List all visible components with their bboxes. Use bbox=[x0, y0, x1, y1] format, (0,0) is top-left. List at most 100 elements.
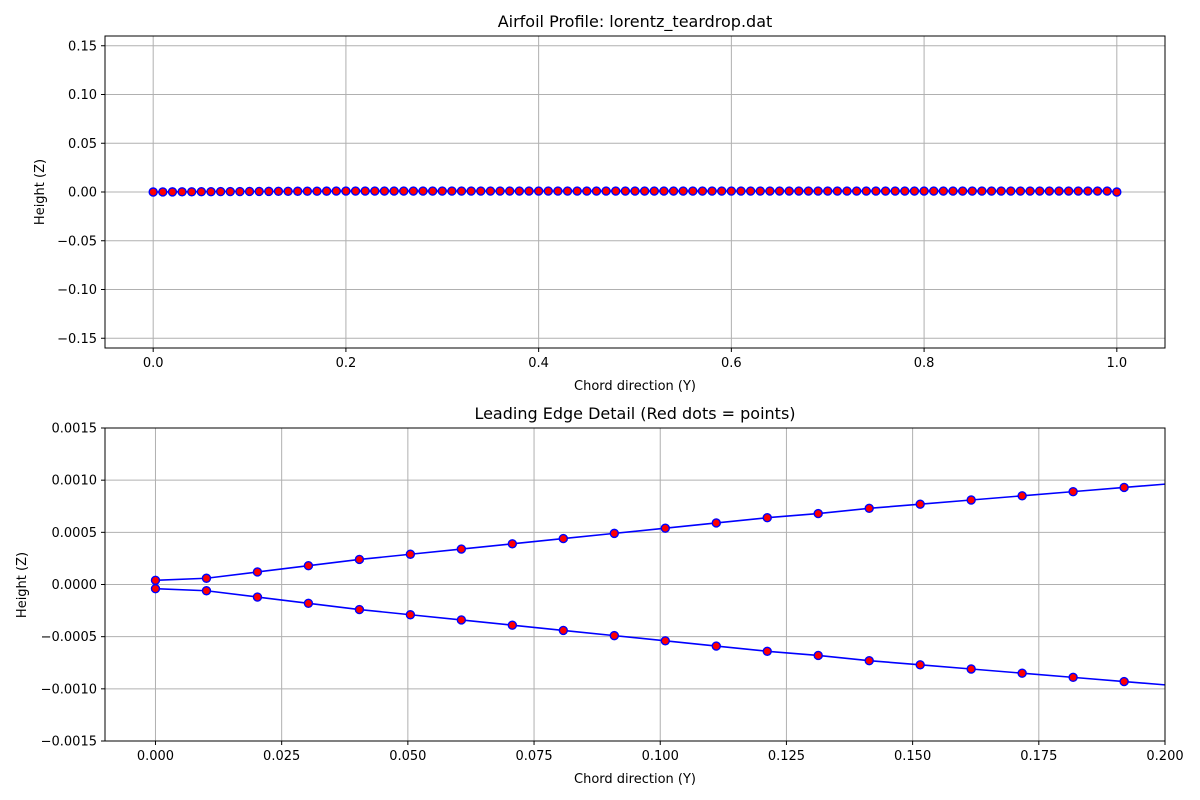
profile-data-point bbox=[254, 186, 264, 197]
profile-data-point bbox=[909, 186, 920, 196]
leading-edge-data-point bbox=[405, 549, 416, 559]
profile-data-point bbox=[890, 186, 900, 196]
profile-ticks: 0.0 0.2 0.4 0.6 0.8 1.0 −0.15 −0.10 −0.05 0.00 0.0… bbox=[57, 39, 1127, 371]
leading-edge-data-point bbox=[660, 523, 670, 533]
profile-y-tick-label: −0.10 bbox=[57, 283, 97, 298]
leading-edge-y-tick-label: 0.0000 bbox=[52, 578, 98, 593]
profile-y-tick-label: 0.10 bbox=[68, 88, 97, 103]
profile-data-point bbox=[215, 186, 226, 197]
leading-edge-x-tick-label: 0.100 bbox=[642, 749, 679, 764]
leading-edge-data-point bbox=[1017, 668, 1027, 678]
leading-edge-data-point bbox=[456, 544, 467, 554]
profile-x-tick-label: 0.6 bbox=[721, 356, 742, 371]
profile-data-point bbox=[649, 186, 659, 196]
profile-x-tick-label: 1.0 bbox=[1106, 356, 1127, 371]
leading-edge-data-point bbox=[762, 646, 772, 656]
profile-data-point bbox=[553, 186, 563, 196]
leading-edge-data-point bbox=[915, 660, 925, 670]
leading-edge-data-point bbox=[1017, 491, 1027, 501]
leading-edge-x-tick-label: 0.125 bbox=[768, 749, 805, 764]
profile-x-tick-label: 0.4 bbox=[528, 356, 549, 371]
profile-data-point bbox=[986, 186, 997, 196]
profile-data-point bbox=[707, 186, 717, 196]
leading-edge-y-tick-label: 0.0015 bbox=[52, 422, 98, 437]
profile-x-axis-label: Chord direction (Y) bbox=[574, 379, 696, 394]
profile-data-point bbox=[823, 186, 833, 196]
profile-data-point bbox=[591, 186, 602, 196]
profile-data-point bbox=[1025, 186, 1035, 196]
leading-edge-data-point bbox=[150, 583, 161, 594]
profile-data-point bbox=[533, 186, 544, 196]
profile-data-point bbox=[225, 186, 235, 197]
profile-data-point bbox=[1083, 186, 1093, 196]
leading-edge-data-point bbox=[864, 503, 874, 514]
profile-data-point bbox=[1006, 186, 1016, 196]
leading-edge-data-point bbox=[711, 518, 721, 528]
profile-data-point bbox=[399, 186, 409, 196]
profile-data-point bbox=[264, 186, 274, 197]
profile-data-point bbox=[331, 186, 341, 196]
profile-data-point bbox=[321, 186, 332, 196]
profile-data-point bbox=[630, 186, 640, 196]
profile-data-point bbox=[187, 187, 197, 197]
profile-data-point bbox=[668, 186, 679, 196]
profile-data-point bbox=[485, 186, 496, 196]
leading-edge-data-point bbox=[507, 620, 518, 630]
leading-edge-y-tick-label: −0.0005 bbox=[41, 630, 97, 645]
profile-data-point bbox=[273, 186, 284, 197]
profile-data-point bbox=[1054, 186, 1064, 196]
profile-data-point bbox=[678, 186, 688, 196]
leading-edge-data-point bbox=[711, 641, 721, 651]
leading-edge-data-point bbox=[966, 664, 976, 674]
profile-data-point bbox=[1015, 186, 1026, 196]
profile-data-point bbox=[177, 187, 187, 197]
profile-data-point bbox=[167, 187, 178, 197]
leading-edge-data-point bbox=[558, 625, 569, 636]
profile-data-point bbox=[745, 186, 756, 196]
profile-data-point bbox=[370, 186, 380, 196]
profile-data-point bbox=[196, 187, 207, 197]
profile-data-point bbox=[379, 186, 390, 196]
profile-data-point bbox=[697, 186, 708, 196]
profile-data-point bbox=[360, 186, 370, 196]
leading-edge-x-tick-label: 0.175 bbox=[1020, 749, 1057, 764]
leading-edge-data-point bbox=[1068, 486, 1078, 497]
leading-edge-data-point bbox=[201, 573, 212, 583]
leading-edge-chart-title: Leading Edge Detail (Red dots = points) bbox=[474, 404, 795, 423]
leading-edge-data-point bbox=[1171, 682, 1179, 690]
profile-data-point bbox=[437, 186, 447, 196]
profile-data-point bbox=[803, 186, 814, 196]
leading-edge-y-tick-label: 0.0005 bbox=[52, 526, 98, 541]
profile-data-point bbox=[350, 186, 361, 196]
leading-edge-data-point bbox=[1171, 479, 1179, 487]
profile-data-point bbox=[784, 186, 794, 196]
profile-series bbox=[148, 186, 1122, 197]
profile-data-point bbox=[851, 186, 862, 196]
profile-data-point bbox=[996, 186, 1006, 196]
leading-edge-x-tick-label: 0.025 bbox=[263, 749, 300, 764]
profile-data-point bbox=[880, 186, 891, 196]
profile-data-point bbox=[957, 186, 968, 196]
profile-data-point bbox=[639, 186, 650, 196]
leading-edge-data-point bbox=[201, 586, 212, 596]
profile-data-point bbox=[611, 186, 621, 196]
profile-data-point bbox=[938, 186, 949, 196]
leading-edge-series bbox=[150, 479, 1179, 690]
profile-data-point bbox=[562, 186, 573, 196]
leading-edge-y-axis-label: Height (Z) bbox=[15, 552, 30, 618]
leading-edge-data-point bbox=[762, 513, 772, 523]
profile-data-point bbox=[293, 186, 303, 196]
profile-data-point bbox=[717, 186, 727, 196]
profile-data-point bbox=[1063, 186, 1074, 196]
profile-chart: Airfoil Profile: lorentz_teardrop.dat 0.… bbox=[33, 12, 1166, 394]
profile-data-point bbox=[206, 186, 216, 197]
profile-data-point bbox=[427, 186, 438, 196]
leading-edge-data-point bbox=[660, 636, 670, 646]
profile-data-point bbox=[456, 186, 467, 196]
profile-y-tick-label: −0.05 bbox=[57, 234, 97, 249]
profile-data-point bbox=[919, 186, 929, 196]
profile-data-point bbox=[977, 186, 987, 196]
profile-data-point bbox=[813, 186, 823, 196]
profile-data-point bbox=[1112, 187, 1122, 197]
